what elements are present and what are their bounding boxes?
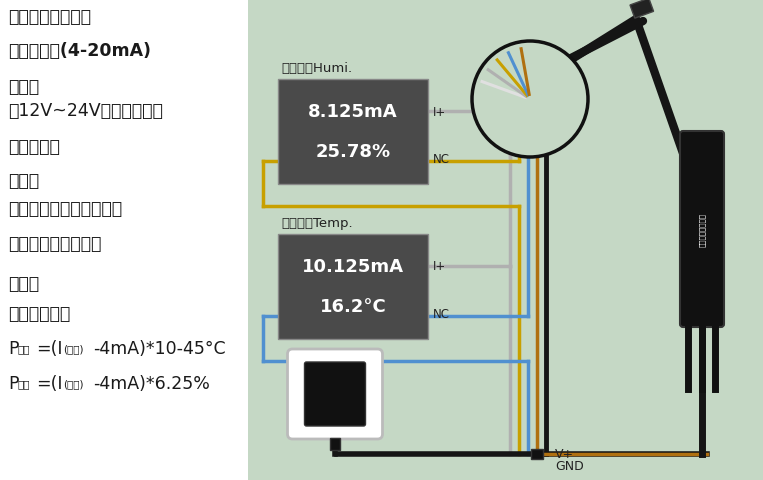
Text: 湿度: 湿度 (17, 378, 30, 388)
Text: (电流): (电流) (63, 343, 83, 353)
Text: (电流): (电流) (63, 378, 83, 388)
Text: 第一步: 第一步 (8, 78, 39, 96)
Bar (278, 80, 428, 185)
Bar (630, 0, 654, 19)
Text: =(I: =(I (36, 374, 63, 392)
Text: 温度: 温度 (17, 343, 30, 353)
Text: 25.78%: 25.78% (315, 143, 391, 161)
Text: -4mA)*6.25%: -4mA)*6.25% (93, 374, 210, 392)
FancyBboxPatch shape (288, 349, 382, 439)
Text: -4mA)*10-45°C: -4mA)*10-45°C (93, 339, 226, 357)
Text: 8.125mA: 8.125mA (308, 103, 398, 121)
Text: NC: NC (433, 308, 450, 321)
Bar (278, 235, 428, 339)
Text: 电流输出制(4-20mA): 电流输出制(4-20mA) (8, 42, 151, 60)
Text: 用12V~24V的电源适配器: 用12V~24V的电源适配器 (8, 102, 163, 120)
Text: 对照公式计算: 对照公式计算 (8, 304, 70, 323)
Text: GND: GND (555, 459, 584, 472)
Text: 第二步: 第二步 (8, 172, 39, 190)
Text: V+: V+ (555, 447, 574, 460)
Text: 16.2°C: 16.2°C (320, 298, 386, 315)
Bar (248, 0, 763, 480)
Text: 土壤温湿度传感器: 土壤温湿度传感器 (8, 8, 91, 26)
Text: P: P (8, 374, 18, 392)
Text: =(I: =(I (36, 339, 63, 357)
Text: 温度采集Temp.: 温度采集Temp. (281, 216, 353, 229)
Text: I+: I+ (433, 260, 446, 273)
Bar (0, 0, 248, 480)
Text: I+: I+ (433, 105, 446, 118)
Bar (531, 449, 543, 459)
Text: 湿度采集Humi.: 湿度采集Humi. (281, 62, 353, 75)
Circle shape (472, 42, 588, 157)
Text: 连接传感器: 连接传感器 (8, 138, 60, 156)
Text: P: P (8, 339, 18, 357)
FancyBboxPatch shape (680, 132, 724, 327)
Bar (330, 438, 340, 450)
Text: 十壤温湿度传感器: 十壤温湿度传感器 (699, 213, 705, 247)
Text: NC: NC (433, 153, 450, 166)
Text: 第三步: 第三步 (8, 275, 39, 292)
FancyBboxPatch shape (304, 362, 365, 426)
Text: 10.125mA: 10.125mA (302, 257, 404, 276)
Text: 正确挑选万用表量程或连: 正确挑选万用表量程或连 (8, 200, 122, 217)
Text: 接模拟量信号采集器: 接模拟量信号采集器 (8, 235, 101, 252)
